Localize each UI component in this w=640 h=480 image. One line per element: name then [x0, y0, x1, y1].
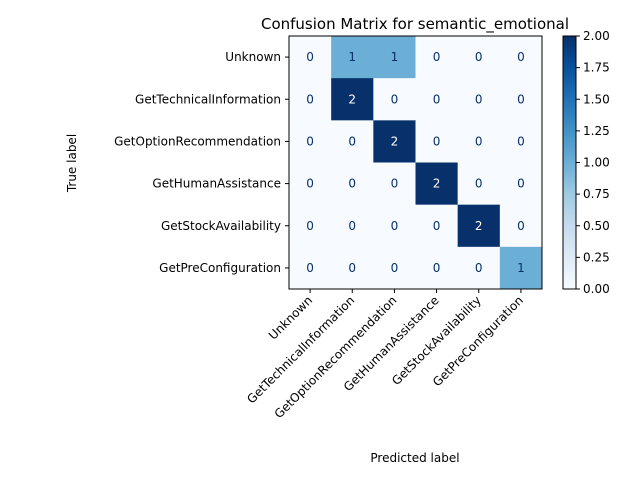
x-axis-title: Predicted label [370, 451, 459, 465]
heatmap-cell [331, 246, 374, 290]
heatmap-cell [457, 120, 501, 163]
heatmap-cells [289, 36, 543, 290]
y-tick-label: GetPreConfiguration [159, 261, 281, 275]
cell-value-label: 0 [475, 134, 483, 148]
heatmap-cell [457, 78, 501, 121]
heatmap-cell [373, 78, 416, 121]
heatmap-cell [499, 36, 543, 79]
colorbar-tick-label: 0.75 [583, 187, 610, 201]
cell-value-label: 2 [348, 92, 356, 106]
cell-value-label: 0 [391, 219, 399, 233]
cell-value-label: 0 [517, 92, 525, 106]
cell-value-label: 0 [517, 134, 525, 148]
colorbar [562, 35, 577, 290]
heatmap-cell [415, 120, 459, 163]
colorbar-tick-label: 2.00 [583, 29, 610, 43]
heatmap-cell [457, 246, 501, 290]
y-tick-label: GetStockAvailability [161, 219, 281, 233]
cell-value-label: 2 [475, 219, 483, 233]
colorbar-tick-label: 0.00 [583, 282, 610, 296]
heatmap-cell [331, 162, 374, 206]
heatmap-cell [373, 204, 416, 248]
heatmap-cell [499, 162, 543, 206]
heatmap-cell [289, 204, 332, 248]
cell-value-label: 0 [475, 92, 483, 106]
heatmap-cell-labels: 0 1 1 0 0 0 0 2 0 0 0 0 0 0 2 0 0 0 0 0 0 2 0 0 0 0 0 0 2 0 0 0 0 0 0 1 [306, 50, 524, 275]
heatmap-cell [373, 36, 416, 79]
cell-value-label: 0 [348, 134, 356, 148]
cell-value-label: 0 [433, 261, 441, 275]
heatmap-cell [415, 162, 459, 206]
colorbar-tick-label: 1.25 [583, 124, 610, 138]
colorbar-tick-label: 1.50 [583, 92, 610, 106]
heatmap-cell [499, 78, 543, 121]
heatmap-cell [457, 204, 501, 248]
cell-value-label: 0 [475, 261, 483, 275]
cell-value-label: 0 [433, 219, 441, 233]
y-axis-ticks: Unknown GetTechnicalInformation GetOptionR… [114, 50, 289, 275]
heatmap-cell [499, 204, 543, 248]
heatmap-cell [415, 36, 459, 79]
cell-value-label: 0 [391, 261, 399, 275]
cell-value-label: 0 [348, 261, 356, 275]
heatmap-cell [331, 120, 374, 163]
heatmap-cell [457, 36, 501, 79]
heatmap-cell [331, 36, 374, 79]
cell-value-label: 0 [517, 219, 525, 233]
heatmap-cell [331, 78, 374, 121]
plot-frame [288, 35, 543, 290]
y-tick-label: GetOptionRecommendation [114, 134, 281, 148]
cell-value-label: 0 [475, 177, 483, 191]
cell-value-label: 1 [391, 50, 399, 64]
heatmap-cell [289, 246, 332, 290]
heatmap-cell [415, 78, 459, 121]
cell-value-label: 0 [391, 92, 399, 106]
cell-value-label: 0 [306, 134, 314, 148]
cell-value-label: 1 [517, 261, 525, 275]
cell-value-label: 0 [433, 92, 441, 106]
cell-value-label: 0 [433, 50, 441, 64]
heatmap-cell [415, 204, 459, 248]
heatmap-cell [289, 162, 332, 206]
cell-value-label: 0 [306, 92, 314, 106]
heatmap-cell [289, 36, 332, 79]
y-tick-label: Unknown [225, 50, 281, 64]
heatmap-cell [415, 246, 459, 290]
cell-value-label: 1 [348, 50, 356, 64]
cell-value-label: 0 [306, 261, 314, 275]
cell-value-label: 0 [517, 50, 525, 64]
heatmap-cell [289, 78, 332, 121]
colorbar-tick-label: 0.50 [583, 219, 610, 233]
cell-value-label: 0 [517, 177, 525, 191]
heatmap-cell [373, 162, 416, 206]
cell-value-label: 0 [306, 50, 314, 64]
heatmap-cell [289, 120, 332, 163]
cell-value-label: 0 [348, 177, 356, 191]
y-tick-label: GetTechnicalInformation [135, 92, 281, 106]
cell-value-label: 2 [391, 134, 399, 148]
colorbar-tick-label: 1.00 [583, 156, 610, 170]
cell-value-label: 0 [306, 177, 314, 191]
y-tick-label: GetHumanAssistance [152, 177, 281, 191]
y-axis-title: True label [65, 134, 79, 193]
cell-value-label: 0 [475, 50, 483, 64]
colorbar-tick-label: 1.75 [583, 61, 610, 75]
cell-value-label: 2 [433, 177, 441, 191]
chart-title: Confusion Matrix for semantic_emotional [261, 15, 569, 34]
cell-value-label: 0 [306, 219, 314, 233]
heatmap-cell [373, 246, 416, 290]
colorbar-ticks: 0.00 0.25 0.50 0.75 1.00 1.25 1.50 1.75 2.00 [576, 29, 610, 296]
cell-value-label: 0 [391, 177, 399, 191]
heatmap-cell [331, 204, 374, 248]
heatmap-cell [373, 120, 416, 163]
cell-value-label: 0 [433, 134, 441, 148]
cell-value-label: 0 [348, 219, 356, 233]
colorbar-tick-label: 0.25 [583, 250, 610, 264]
x-axis-ticks: UnknownGetTechnicalInformationGetOptionR… [244, 289, 526, 421]
heatmap-cell [457, 162, 501, 206]
heatmap-cell [499, 120, 543, 163]
heatmap-cell [499, 246, 543, 290]
